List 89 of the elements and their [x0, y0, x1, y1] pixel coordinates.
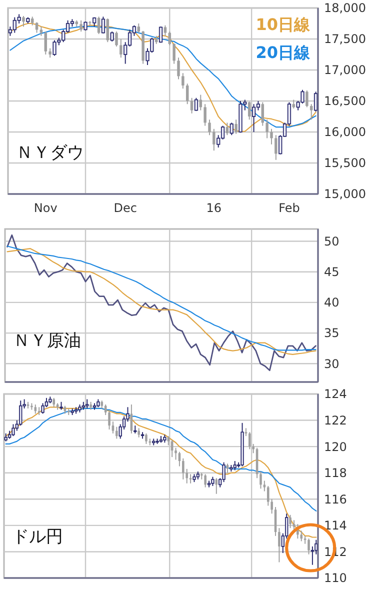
candlestick [174, 447, 177, 460]
candlestick [190, 97, 194, 114]
candlestick [138, 428, 140, 438]
y-tick-label: 35 [324, 326, 340, 340]
candlestick [137, 23, 140, 34]
y-tick-label: 16,500 [324, 94, 366, 108]
candlestick [266, 119, 268, 139]
text: 10日線 [256, 15, 311, 34]
candlestick [22, 16, 25, 28]
y-tick-label: 116 [324, 492, 347, 506]
candlestick [177, 57, 180, 80]
text: 20日線 [256, 43, 311, 62]
candlestick [86, 398, 89, 409]
candlestick [270, 128, 273, 145]
candlestick [80, 20, 82, 32]
candlestick [52, 397, 56, 408]
candlestick [186, 83, 189, 105]
candlestick [110, 31, 114, 42]
y-tick-label: 118 [324, 466, 347, 480]
x-tick-label: Nov [34, 201, 58, 215]
candlestick [289, 514, 292, 529]
x-tick-label: Feb [278, 201, 300, 215]
candlestick [101, 16, 106, 34]
candlestick [12, 424, 15, 437]
text: ＮＹ原油 [13, 331, 81, 351]
y-tick-label: 40 [324, 296, 340, 310]
candlestick [306, 90, 308, 108]
candlestick [145, 432, 148, 444]
candlestick [252, 443, 254, 454]
y-tick-label: 16,000 [324, 125, 366, 140]
y-tick-label: 120 [324, 440, 347, 454]
candlestick [211, 476, 214, 486]
candlestick [194, 97, 198, 112]
candlestick [40, 26, 43, 36]
y-tick-label: 122 [324, 413, 347, 428]
candlestick [234, 119, 238, 134]
y-tick-label: 30 [324, 356, 340, 371]
candlestick [263, 480, 266, 492]
candlestick [167, 436, 170, 446]
candlestick [164, 24, 167, 36]
candlestick [44, 31, 48, 55]
candlestick [186, 468, 188, 484]
candlestick [274, 134, 278, 160]
candlestick [260, 471, 262, 490]
candlestick [252, 104, 256, 132]
candlestick [189, 474, 192, 484]
candlestick [182, 72, 184, 90]
candlestick [204, 104, 206, 126]
candlestick [158, 26, 163, 44]
candlestick [116, 426, 118, 440]
text: ＮＹダウ [16, 143, 84, 163]
candlestick [172, 42, 176, 64]
candlestick [106, 18, 110, 43]
candlestick [248, 432, 251, 450]
candlestick [278, 528, 280, 563]
y-tick-label: 110 [324, 571, 347, 586]
candlestick [212, 128, 216, 152]
candlestick [248, 101, 251, 120]
candlestick [208, 119, 211, 136]
candlestick [120, 38, 122, 58]
candlestick [230, 122, 234, 136]
candlestick [108, 410, 110, 430]
y-tick-label: 114 [324, 518, 347, 533]
y-tick-label: 15,500 [324, 156, 366, 170]
candlestick [270, 498, 273, 514]
candlestick [266, 486, 270, 506]
y-tick-label: 18,000 [324, 1, 366, 16]
x-tick-label: Dec [114, 201, 137, 215]
y-tick-label: 15,000 [324, 187, 366, 202]
candlestick [182, 458, 184, 480]
y-tick-label: 50 [324, 234, 340, 248]
y-tick-label: 45 [324, 265, 340, 280]
candlestick [261, 102, 264, 126]
candlestick [97, 16, 100, 35]
candlestick [308, 538, 310, 555]
y-tick-label: 124 [324, 387, 347, 402]
candlestick [112, 421, 114, 434]
y-tick-label: 17,000 [324, 63, 366, 78]
candlestick [48, 48, 52, 58]
x-tick-label: 16 [206, 201, 222, 215]
line-series [6, 234, 316, 372]
candlestick [314, 91, 318, 112]
candlestick [310, 104, 313, 120]
text: ドル円 [12, 527, 63, 547]
y-tick-label: 17,500 [324, 32, 366, 46]
candlestick [233, 460, 236, 471]
candlestick [300, 530, 303, 542]
candlestick [204, 474, 206, 488]
candlestick [115, 31, 118, 47]
